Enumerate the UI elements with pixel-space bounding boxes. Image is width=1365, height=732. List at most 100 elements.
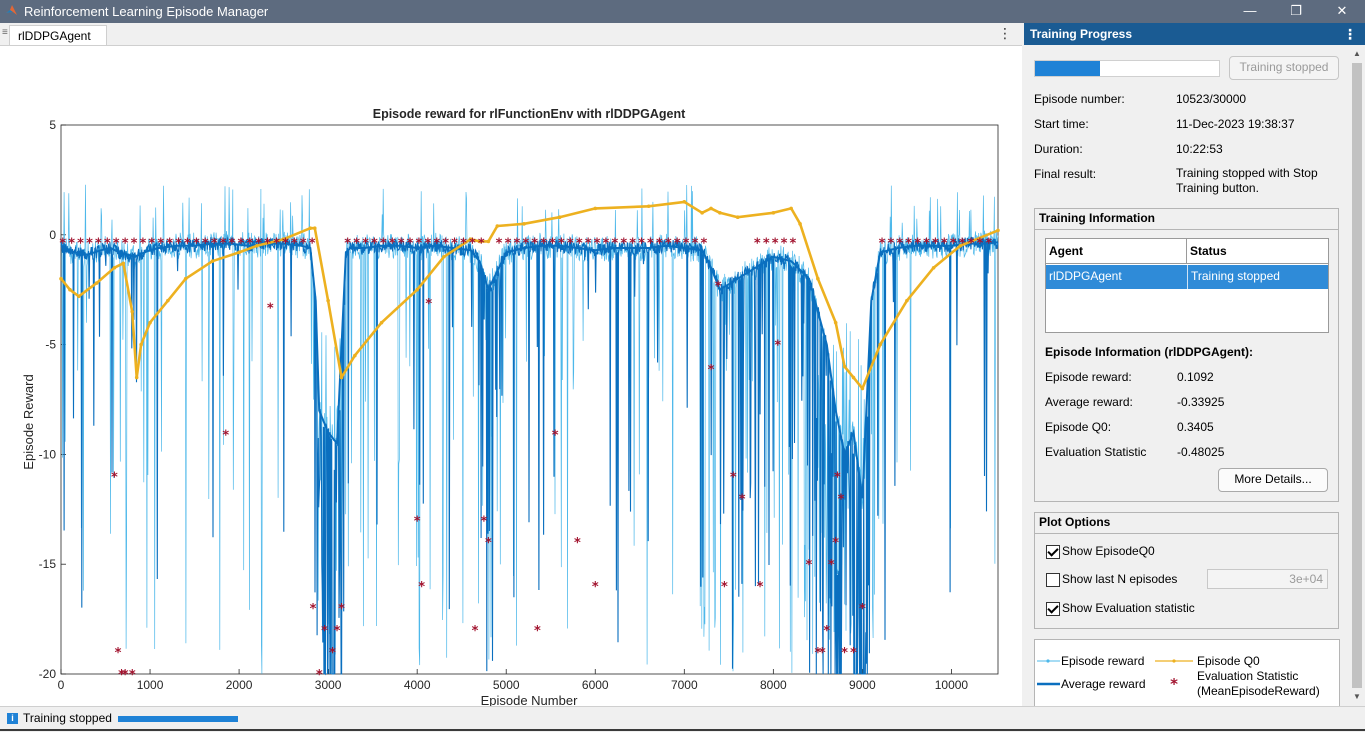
q0-point-4 <box>112 265 117 270</box>
stop-training-button[interactable]: Training stopped <box>1229 56 1339 80</box>
eval-marker-row-62: * <box>611 236 618 251</box>
eval-marker-14: * <box>425 297 432 312</box>
minimize-button[interactable]: — <box>1243 3 1257 18</box>
panel-title: Training Progress <box>1030 27 1133 41</box>
eval-marker-row-66: * <box>647 236 654 251</box>
eval-marker-16: * <box>481 514 488 529</box>
eval-marker-row-11: * <box>157 236 164 251</box>
eval-marker-row-58: * <box>576 236 583 251</box>
x-tick-label-10: 10000 <box>935 678 969 692</box>
eval-marker-row-78: * <box>754 236 761 251</box>
q0-point-36 <box>735 215 740 220</box>
y-tick-label-0: 5 <box>49 118 56 132</box>
q0-point-38 <box>789 206 793 211</box>
eval-marker-row-80: * <box>772 236 779 251</box>
eval-marker-row-24: * <box>273 236 280 251</box>
duration-label: Duration: <box>1034 142 1083 156</box>
panel-header: Training Progress ⋮ <box>1024 23 1365 45</box>
show-last-n-checkbox[interactable] <box>1046 573 1060 587</box>
show-evaluation-label: Show Evaluation statistic <box>1062 601 1195 615</box>
q0-point-44 <box>860 386 865 391</box>
q0-point-46 <box>905 298 909 303</box>
y-axis-label: Episode Reward <box>21 374 36 469</box>
eval-marker-row-67: * <box>656 236 663 251</box>
more-details-button[interactable]: More Details... <box>1218 468 1328 492</box>
eval-marker-row-99: * <box>941 236 948 251</box>
chart-legend: * Episode reward Average reward Episode … <box>1034 639 1340 708</box>
row-agent: rlDDPGAgent <box>1049 269 1122 283</box>
q0-point-10 <box>166 298 170 303</box>
q0-point-28 <box>522 222 526 226</box>
y-tick-label-5: -20 <box>39 667 57 681</box>
eval-marker-0: * <box>111 470 118 485</box>
window-title: Reinforcement Learning Episode Manager <box>24 4 269 19</box>
eval-marker-row-32: * <box>344 236 351 251</box>
final-result-line1: Training stopped with Stop <box>1176 166 1318 180</box>
q0-point-27 <box>495 224 500 228</box>
eval-marker-row-63: * <box>620 236 627 251</box>
eval-marker-29: * <box>814 646 821 661</box>
eval-marker-row-53: * <box>531 236 538 251</box>
q0-point-14 <box>255 243 259 248</box>
eval-marker-15: * <box>472 624 479 639</box>
q0-point-41 <box>833 320 838 325</box>
eval-marker-row-3: * <box>86 236 93 251</box>
eval-marker-row-13: * <box>175 236 182 251</box>
average-reward-value: -0.33925 <box>1177 395 1225 409</box>
maximize-button[interactable]: ❐ <box>1290 3 1302 18</box>
evaluation-statistic-label: Evaluation Statistic <box>1045 445 1147 459</box>
x-tick-label-4: 4000 <box>404 678 431 692</box>
legend-episode-reward-label: Episode reward <box>1061 654 1145 668</box>
tab-menu-icon[interactable]: ⋮ <box>998 25 1012 41</box>
eval-marker-row-79: * <box>763 236 770 251</box>
eval-marker-row-16: * <box>202 236 209 251</box>
y-tick-label-3: -10 <box>39 447 57 461</box>
q0-point-20 <box>353 353 357 358</box>
x-tick-label-9: 9000 <box>849 678 876 692</box>
eval-marker-row-23: * <box>264 236 271 251</box>
eval-marker-row-9: * <box>140 236 147 251</box>
eval-marker-row-50: * <box>505 236 512 251</box>
eval-marker-row-27: * <box>300 236 307 251</box>
q0-point-7 <box>134 375 139 380</box>
scroll-up-icon[interactable]: ▲ <box>1353 49 1361 58</box>
panel-scrollbar[interactable]: ▲ ▼ <box>1350 46 1365 706</box>
eval-marker-39: * <box>222 429 229 444</box>
tab-grip-icon[interactable]: ≡ <box>2 27 8 38</box>
x-tick-label-7: 7000 <box>671 678 698 692</box>
q0-point-35 <box>718 211 722 215</box>
show-evaluation-checkbox[interactable] <box>1046 602 1060 616</box>
eval-marker-28: * <box>806 558 813 573</box>
show-episodeq0-checkbox[interactable] <box>1046 545 1060 559</box>
eval-marker-row-14: * <box>184 236 191 251</box>
info-icon: i <box>7 713 18 724</box>
eval-marker-row-36: * <box>380 236 387 251</box>
eval-marker-13: * <box>418 580 425 595</box>
eval-marker-row-70: * <box>683 236 690 251</box>
close-button[interactable]: ✕ <box>1336 3 1348 18</box>
tab-rlddpgagent[interactable]: rlDDPGAgent <box>9 25 107 45</box>
eval-marker-row-82: * <box>790 236 797 251</box>
eval-marker-row-5: * <box>104 236 111 251</box>
status-text: Training stopped <box>23 711 112 725</box>
last-n-episodes-field[interactable]: 3e+04 <box>1207 569 1328 589</box>
episode-reward-label: Episode reward: <box>1045 370 1132 384</box>
table-row[interactable]: rlDDPGAgent Training stopped <box>1046 265 1328 289</box>
q0-point-16 <box>308 226 313 231</box>
legend-episode-reward-marker <box>1046 659 1050 663</box>
eval-marker-27: * <box>774 339 781 354</box>
eval-marker-row-0: * <box>59 236 66 251</box>
eval-marker-20: * <box>574 536 581 551</box>
eval-marker-33: * <box>832 536 839 551</box>
q0-point-22 <box>415 287 419 292</box>
panel-menu-icon[interactable]: ⋮ <box>1343 26 1357 42</box>
q0-point-43 <box>851 375 856 380</box>
eval-marker-21: * <box>592 580 599 595</box>
training-information-header: Training Information <box>1035 209 1338 230</box>
eval-marker-10: * <box>334 624 341 639</box>
scrollbar-thumb[interactable] <box>1352 63 1362 688</box>
eval-marker-row-64: * <box>629 236 636 251</box>
eval-marker-row-35: * <box>371 236 378 251</box>
eval-marker-row-46: * <box>469 236 476 251</box>
scroll-down-icon[interactable]: ▼ <box>1353 692 1361 701</box>
